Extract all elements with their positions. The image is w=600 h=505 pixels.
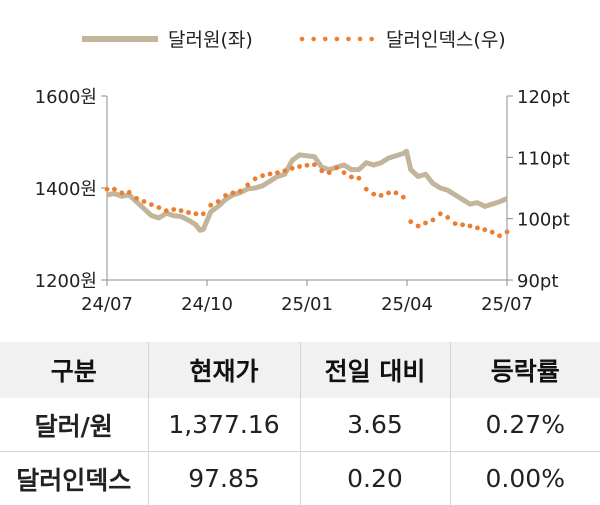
series-point-dxy: [401, 195, 406, 200]
series-point-dxy: [364, 187, 369, 192]
right-y-tick-label: 90pt: [517, 271, 558, 292]
exchange-rate-chart: 달러원(좌) 달러인덱스(우) 24/07 24/10 25/01 25/04 25/0…: [0, 0, 600, 330]
series-point-dxy: [201, 211, 206, 216]
series-point-dxy: [357, 176, 362, 181]
series-point-dxy: [416, 224, 421, 229]
series-point-dxy: [305, 163, 310, 168]
series-point-dxy: [386, 191, 391, 196]
table-row: 달러/원 1,377.16 3.65 0.27%: [0, 398, 600, 452]
series-point-dxy: [490, 230, 495, 235]
series-point-dxy: [119, 191, 124, 196]
header-change-rate: 등락률: [450, 342, 600, 398]
x-tick-label: 25/01: [281, 294, 333, 315]
series-point-dxy: [216, 199, 221, 204]
series-point-dxy: [453, 221, 458, 226]
right-y-tick-label: 120pt: [517, 87, 570, 108]
series-point-dxy: [379, 193, 384, 198]
series-point-dxy: [245, 183, 250, 188]
series-point-dxy: [164, 208, 169, 213]
x-tick-label: 25/07: [481, 294, 533, 315]
cell-change-rate: 0.27%: [450, 398, 600, 452]
header-category: 구분: [0, 342, 148, 398]
cell-change: 0.20: [300, 452, 450, 505]
series-point-dxy: [186, 210, 191, 215]
table-row: 달러인덱스 97.85 0.20 0.00%: [0, 452, 600, 505]
series-point-dxy: [112, 187, 117, 192]
series-point-dxy: [319, 168, 324, 173]
series-point-dxy: [468, 224, 473, 229]
series-point-dxy: [127, 190, 132, 195]
row-label-usdkrw: 달러/원: [0, 398, 148, 452]
series-point-dxy: [394, 191, 399, 196]
series-point-dxy: [297, 164, 302, 169]
x-tick-label: 25/04: [381, 294, 433, 315]
series-point-dxy: [312, 162, 317, 167]
x-tick-label: 24/07: [81, 294, 133, 315]
cell-current-price: 1,377.16: [148, 398, 300, 452]
series-point-dxy: [334, 165, 339, 170]
series-point-dxy: [223, 193, 228, 198]
chart-canvas: 달러원(좌) 달러인덱스(우) 24/07 24/10 25/01 25/04 25/0…: [0, 0, 600, 330]
series-point-dxy: [134, 196, 139, 201]
series-point-dxy: [142, 199, 147, 204]
series-point-dxy: [171, 207, 176, 212]
series-point-dxy: [482, 227, 487, 232]
series-point-dxy: [349, 175, 354, 180]
series-point-dxy: [260, 173, 265, 178]
legend-label-usdkrw: 달러원(좌): [168, 29, 253, 51]
series-point-dxy: [327, 170, 332, 175]
exchange-rate-table: 구분 현재가 전일 대비 등락률 달러/원 1,377.16 3.65 0.27…: [0, 342, 600, 505]
series-point-dxy: [253, 176, 258, 181]
series-point-dxy: [423, 221, 428, 226]
series-point-dxy: [371, 192, 376, 197]
series-point-dxy: [497, 233, 502, 238]
header-change: 전일 대비: [300, 342, 450, 398]
right-y-tick-label: 100pt: [517, 210, 570, 231]
series-point-dxy: [445, 215, 450, 220]
series-point-dxy: [342, 170, 347, 175]
chart-ticks: 24/07 24/10 25/01 25/04 25/07 1200원 1400원 1600원…: [35, 87, 570, 315]
legend-label-dxy: 달러인덱스(우): [386, 29, 506, 51]
series-point-dxy: [275, 170, 280, 175]
series-point-dxy: [431, 218, 436, 223]
left-y-tick-label: 1200원: [35, 271, 97, 292]
series-point-dxy: [290, 166, 295, 171]
table-header-row: 구분 현재가 전일 대비 등락률: [0, 342, 600, 398]
series-point-dxy: [179, 208, 184, 213]
series-point-dxy: [194, 211, 199, 216]
series-point-dxy: [231, 191, 236, 196]
cell-change-rate: 0.00%: [450, 452, 600, 505]
x-tick-label: 24/10: [181, 294, 233, 315]
series-point-dxy: [105, 187, 110, 192]
series-point-dxy: [475, 226, 480, 231]
series-point-dxy: [460, 222, 465, 227]
header-current-price: 현재가: [148, 342, 300, 398]
series-point-dxy: [438, 211, 443, 216]
left-y-tick-label: 1600원: [35, 87, 97, 108]
chart-legend: 달러원(좌) 달러인덱스(우): [82, 29, 506, 51]
series-point-dxy: [208, 203, 213, 208]
left-y-tick-label: 1400원: [35, 179, 97, 200]
series-layer: [105, 151, 510, 238]
right-y-tick-label: 110pt: [517, 148, 570, 169]
series-point-dxy: [238, 189, 243, 194]
series-point-dxy: [157, 205, 162, 210]
series-point-dxy: [408, 219, 413, 224]
series-point-dxy: [282, 168, 287, 173]
series-point-dxy: [149, 202, 154, 207]
series-point-dxy: [505, 230, 510, 235]
cell-change: 3.65: [300, 398, 450, 452]
row-label-dxy: 달러인덱스: [0, 452, 148, 505]
series-point-dxy: [268, 172, 273, 177]
cell-current-price: 97.85: [148, 452, 300, 505]
